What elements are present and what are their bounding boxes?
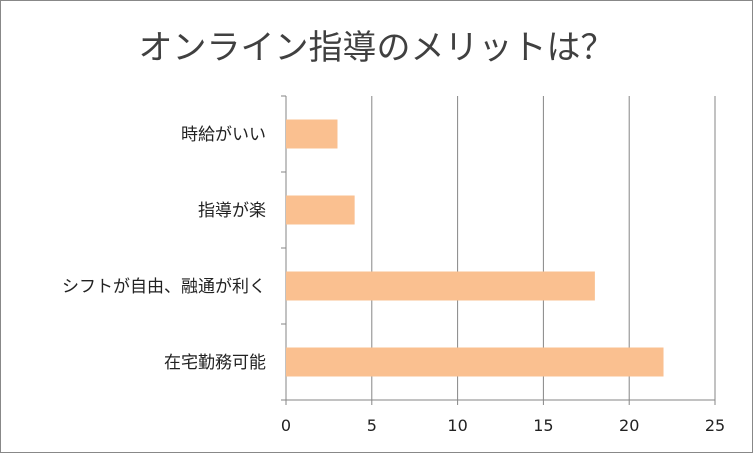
x-tick-label: 10 xyxy=(447,416,467,435)
x-tick-label: 0 xyxy=(281,416,291,435)
x-tick-label: 15 xyxy=(533,416,553,435)
bar xyxy=(286,347,664,377)
chart-title: オンライン指導のメリットは？ xyxy=(138,28,615,68)
x-tick-label: 25 xyxy=(705,416,725,435)
category-label: 在宅勤務可能 xyxy=(164,353,266,373)
bar xyxy=(286,195,355,225)
x-tick-label: 5 xyxy=(367,416,377,435)
x-tick-label: 20 xyxy=(619,416,639,435)
bar xyxy=(286,119,338,149)
category-label: 時給がいい xyxy=(181,125,266,145)
bar xyxy=(286,271,595,301)
category-label: シフトが自由、融通が利く xyxy=(62,277,266,297)
category-label: 指導が楽 xyxy=(198,201,266,221)
